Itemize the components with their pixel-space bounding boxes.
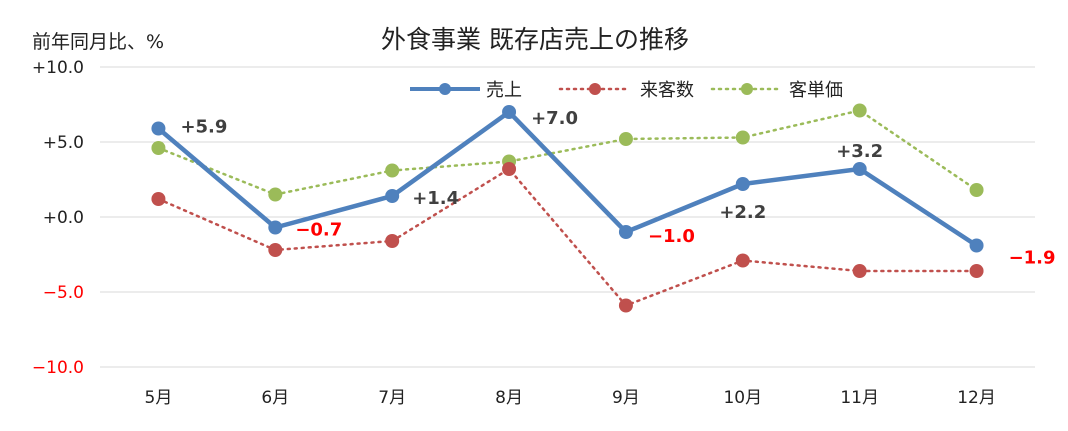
- y-axis-title: 前年同月比、%: [32, 31, 164, 53]
- data-label: −1.9: [1009, 248, 1056, 269]
- data-point: [735, 253, 750, 268]
- data-point: [268, 243, 283, 257]
- data-point: [385, 189, 400, 203]
- data-label: +3.2: [836, 141, 883, 162]
- y-axis-ticks: +10.0 +5.0 +0.0 −5.0 −10.0: [32, 58, 84, 378]
- data-point: [502, 105, 517, 119]
- x-tick-label: 5月: [145, 388, 173, 408]
- legend-label-sales: 売上: [486, 80, 522, 101]
- y-tick-label: −10.0: [32, 358, 84, 378]
- x-tick-label: 7月: [378, 388, 406, 408]
- data-point: [268, 187, 283, 202]
- legend: 売上 来客数 客単価: [410, 80, 843, 101]
- data-point: [268, 220, 283, 235]
- x-tick-label: 11月: [840, 388, 879, 408]
- data-label: +2.2: [719, 202, 766, 223]
- series-0: [151, 105, 984, 253]
- data-label: +7.0: [531, 108, 578, 129]
- data-label: −0.7: [295, 220, 342, 241]
- chart-title: 外食事業 既存店売上の推移: [381, 25, 689, 54]
- data-point: [618, 298, 633, 313]
- data-labels: +5.9 −0.7 +1.4 +7.0 −1.0 +2.2 +3.2 −1.9: [180, 108, 1055, 269]
- data-point: [735, 177, 750, 191]
- data-label: +5.9: [180, 117, 227, 138]
- data-point: [385, 234, 400, 248]
- series-line: [157, 167, 978, 307]
- y-tick-label: +10.0: [32, 58, 84, 78]
- x-axis-ticks: 5月 6月 7月 8月 9月 10月 11月 12月: [145, 388, 996, 408]
- data-label: +1.4: [412, 188, 459, 209]
- data-point: [852, 162, 867, 176]
- series-line: [157, 109, 978, 196]
- y-tick-label: −5.0: [43, 283, 84, 303]
- x-tick-label: 9月: [612, 388, 640, 408]
- legend-item-sales: 売上: [410, 80, 522, 101]
- series-line: [156, 109, 978, 248]
- x-tick-label: 12月: [957, 388, 996, 408]
- y-tick-label: +0.0: [43, 208, 84, 228]
- data-point: [969, 238, 984, 253]
- data-label: −1.0: [648, 226, 695, 247]
- data-point: [969, 264, 984, 278]
- data-point: [502, 162, 517, 176]
- x-tick-label: 6月: [261, 388, 289, 408]
- data-point: [852, 264, 867, 278]
- data-point: [151, 192, 166, 206]
- data-point: [151, 121, 166, 136]
- x-tick-label: 8月: [495, 388, 523, 408]
- data-point: [969, 183, 984, 197]
- data-point: [151, 141, 166, 155]
- legend-label-customers: 来客数: [640, 80, 694, 101]
- series: [151, 103, 984, 313]
- gridlines: [100, 66, 1035, 368]
- data-point: [852, 103, 867, 118]
- x-tick-label: 10月: [723, 388, 762, 408]
- series-1: [151, 162, 984, 313]
- data-point: [735, 130, 750, 145]
- legend-label-unit-price: 客単価: [789, 80, 843, 101]
- legend-item-customers: 来客数: [558, 80, 694, 101]
- y-tick-label: +5.0: [43, 133, 84, 153]
- data-point: [385, 163, 400, 178]
- data-point: [618, 132, 633, 146]
- legend-item-unit-price: 客単価: [710, 80, 843, 101]
- data-point: [618, 225, 633, 239]
